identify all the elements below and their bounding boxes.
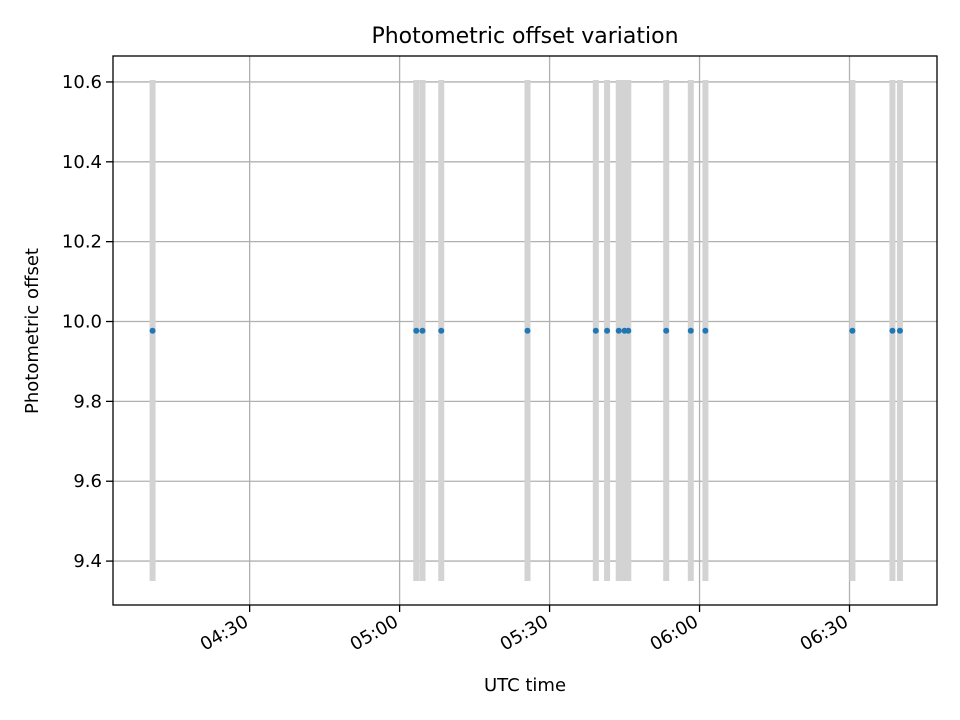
data-point — [687, 327, 694, 334]
y-tick-label: 10.0 — [62, 312, 102, 333]
data-point — [663, 327, 670, 334]
data-point — [702, 327, 709, 334]
chart-title: Photometric offset variation — [371, 24, 678, 49]
data-point — [524, 327, 531, 334]
data-point — [149, 327, 156, 334]
x-axis-label: UTC time — [484, 675, 566, 696]
y-tick-label: 10.4 — [62, 152, 102, 173]
y-tick-label: 9.4 — [73, 551, 102, 572]
data-point — [419, 327, 426, 334]
data-points — [149, 327, 903, 334]
y-tick-label: 10.2 — [62, 232, 102, 253]
data-point — [849, 327, 856, 334]
data-point — [592, 327, 599, 334]
data-point — [625, 327, 632, 334]
y-axis-label: Photometric offset — [22, 248, 43, 414]
y-tick-label: 9.8 — [73, 391, 102, 412]
data-point — [413, 327, 420, 334]
data-point — [438, 327, 445, 334]
data-point — [615, 327, 622, 334]
y-tick-label: 10.6 — [62, 72, 102, 93]
plot-frame — [112, 55, 938, 606]
data-point — [896, 327, 903, 334]
y-axis-ticks: 9.4 9.6 9.8 10.0 10.2 10.4 10.6 — [62, 72, 113, 572]
data-point — [889, 327, 896, 334]
y-tick-label: 9.6 — [73, 471, 102, 492]
data-point — [604, 327, 611, 334]
